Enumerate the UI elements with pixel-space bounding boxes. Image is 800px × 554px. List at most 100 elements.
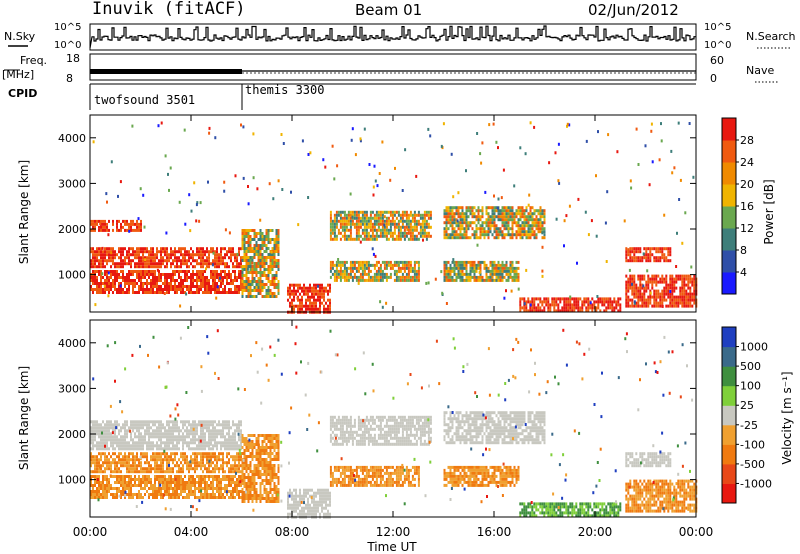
- echo-cell: [483, 263, 486, 267]
- echo-cell: [194, 481, 196, 484]
- echo-cell: [501, 218, 504, 222]
- echo-cell: [152, 467, 154, 471]
- echo-cell: [236, 291, 238, 294]
- echo-cell: [639, 304, 642, 308]
- echo-cell: [180, 265, 182, 269]
- echo-cell: [661, 298, 664, 302]
- echo-cell: [168, 484, 170, 487]
- echo-cell: [156, 487, 158, 490]
- echo-cell: [98, 262, 100, 266]
- echo-cell: [511, 224, 514, 228]
- echo-cell: [479, 236, 482, 240]
- echo-cell: [507, 227, 510, 231]
- echo-cell: [150, 279, 152, 282]
- echo-cell: [571, 303, 574, 307]
- echo-cell: [106, 247, 108, 251]
- echo-cell: [247, 289, 250, 292]
- echo-cell: [297, 286, 299, 290]
- echo-cell: [529, 230, 532, 234]
- echo-cell: [132, 279, 134, 282]
- echo-cell: [507, 266, 510, 270]
- echo-cell: [200, 487, 202, 490]
- echo-cell: [106, 461, 108, 465]
- echo-cell: [150, 285, 152, 288]
- echo-cell: [269, 256, 272, 259]
- echo-cell: [447, 227, 450, 231]
- echo-cell: [140, 285, 142, 288]
- echo-cell: [104, 461, 106, 465]
- echo-cell: [337, 213, 340, 217]
- echo-cell: [174, 282, 176, 285]
- echo-cell: [224, 291, 226, 294]
- echo-cell: [263, 256, 266, 259]
- echo-cell: [150, 291, 152, 294]
- echo-cell: [473, 230, 476, 234]
- echo-cell: [387, 237, 390, 241]
- echo-cell: [641, 295, 644, 299]
- echo-point: [99, 222, 102, 226]
- echo-cell: [140, 420, 142, 424]
- echo-cell: [343, 275, 346, 279]
- echo-cell: [531, 224, 534, 228]
- echo-cell: [144, 493, 146, 496]
- echo-cell: [238, 493, 240, 496]
- echo-cell: [174, 481, 176, 484]
- echo-cell: [240, 464, 242, 468]
- echo-cell: [339, 275, 342, 279]
- echo-cell: [198, 276, 200, 279]
- echo-cell: [130, 435, 132, 439]
- echo-cell: [339, 278, 342, 282]
- echo-cell: [186, 279, 188, 282]
- echo-cell: [188, 484, 190, 487]
- echo-cell: [325, 307, 327, 311]
- echo-cell: [589, 306, 592, 310]
- echo-cell: [335, 263, 338, 267]
- echo-cell: [170, 253, 172, 257]
- echo-cell: [265, 283, 268, 286]
- echo-cell: [241, 268, 244, 271]
- echo-cell: [196, 475, 198, 478]
- echo-cell: [299, 301, 301, 305]
- echo-cell: [377, 222, 380, 226]
- echo-cell: [92, 423, 94, 427]
- echo-cell: [385, 210, 388, 214]
- echo-point: [513, 184, 516, 188]
- echo-cell: [385, 216, 388, 220]
- echo-cell: [525, 300, 528, 304]
- echo-band: [625, 274, 698, 308]
- echo-cell: [186, 496, 188, 499]
- echo-cell: [134, 423, 136, 427]
- echo-cell: [641, 298, 644, 302]
- echo-cell: [218, 265, 220, 269]
- echo-cell: [339, 266, 342, 270]
- echo-cell: [379, 216, 382, 220]
- echo-cell: [255, 271, 258, 274]
- echo-cell: [126, 219, 128, 223]
- echo-cell: [689, 274, 692, 278]
- echo-cell: [467, 215, 470, 219]
- echo-cell: [178, 493, 180, 496]
- echo-cell: [190, 285, 192, 288]
- echo-cell: [164, 481, 166, 484]
- echo-cell: [465, 269, 468, 273]
- echo-cell: [150, 250, 152, 254]
- echo-cell: [381, 269, 384, 273]
- echo-point: [107, 294, 110, 298]
- echo-cell: [224, 256, 226, 260]
- echo-cell: [305, 292, 307, 296]
- echo-cell: [120, 438, 122, 442]
- y-tick-label: 2000: [58, 223, 86, 236]
- echo-cell: [96, 426, 98, 430]
- echo-cell: [537, 227, 540, 231]
- echo-cell: [188, 496, 190, 499]
- echo-cell: [477, 209, 480, 213]
- echo-cell: [665, 277, 668, 281]
- echo-cell: [443, 269, 446, 273]
- echo-cell: [130, 490, 132, 493]
- echo-cell: [603, 303, 606, 307]
- echo-cell: [277, 292, 280, 295]
- echo-cell: [208, 256, 210, 260]
- echo-cell: [196, 270, 198, 273]
- echo-cell: [156, 429, 158, 433]
- echo-cell: [359, 222, 362, 226]
